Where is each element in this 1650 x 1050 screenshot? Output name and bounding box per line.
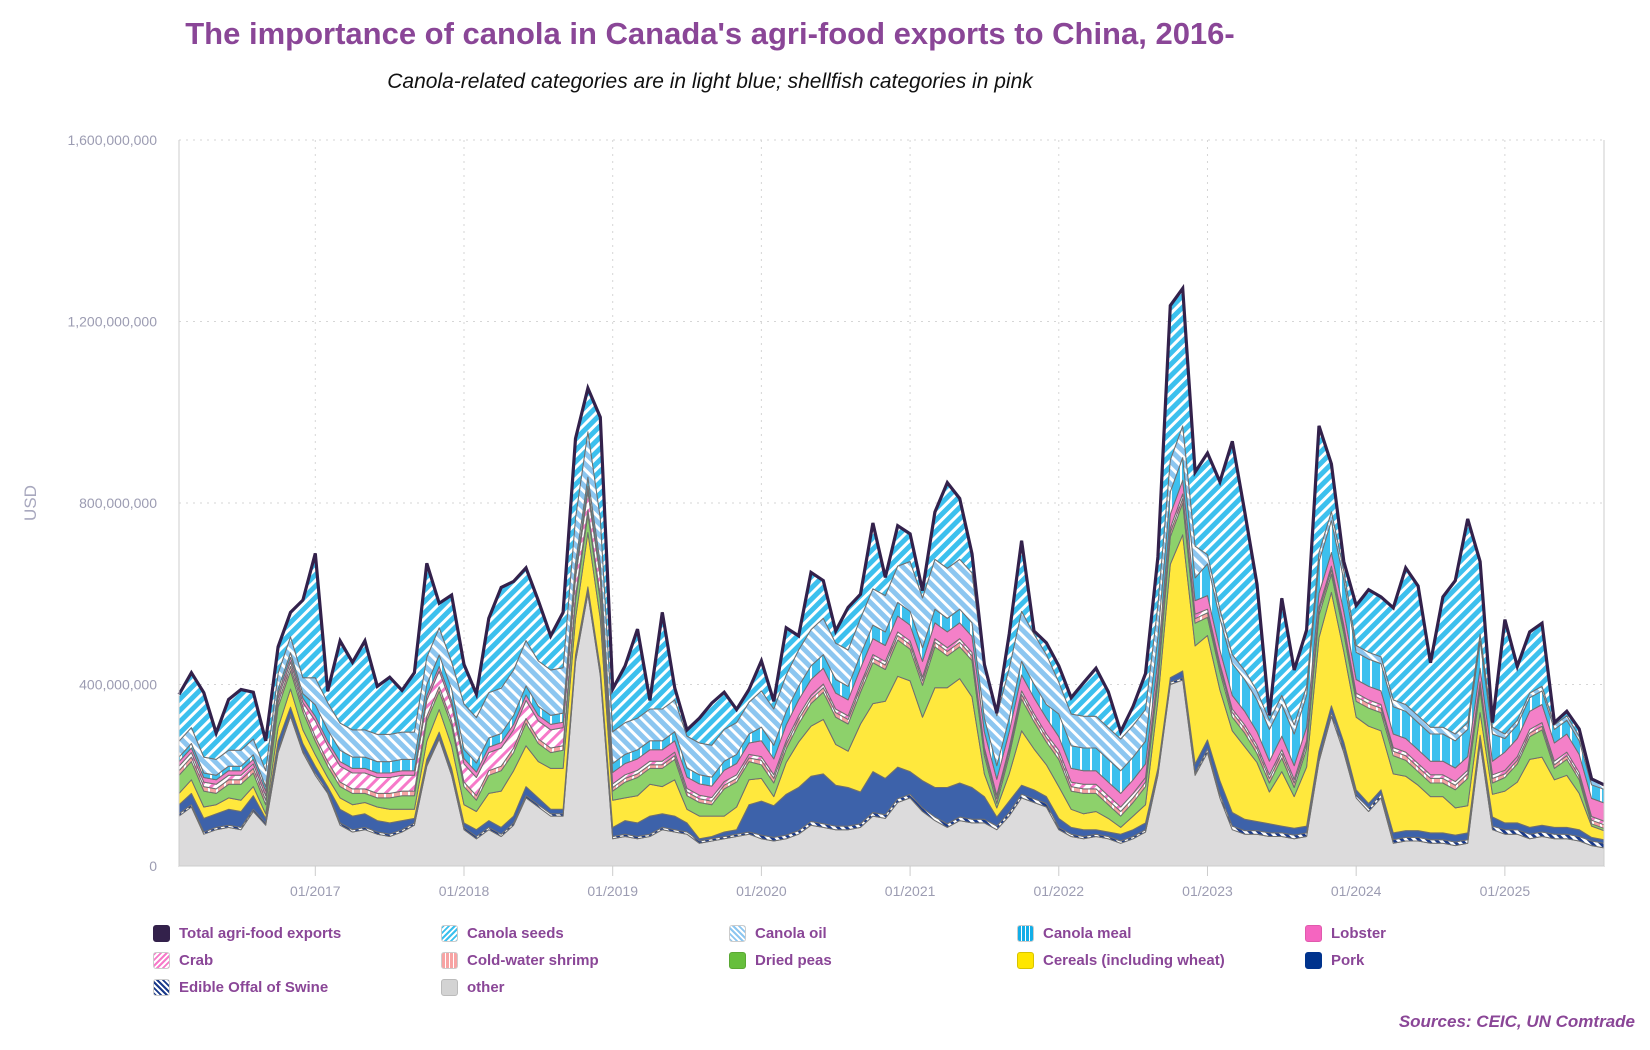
- y-tick-label: 0: [149, 858, 157, 874]
- legend-label: Canola oil: [755, 924, 827, 942]
- legend-label: Canola meal: [1043, 924, 1132, 942]
- legend-item-canola-meal[interactable]: Canola meal: [1017, 924, 1305, 942]
- legend-label: Crab: [179, 951, 214, 969]
- legend-label: Dried peas: [755, 951, 832, 969]
- x-tick-label: 01/2018: [439, 883, 490, 899]
- legend-swatch-lobster: [1305, 924, 1322, 942]
- legend-swatch-canola-meal: [1017, 924, 1034, 942]
- y-tick-label: 800,000,000: [79, 495, 157, 511]
- legend-swatch-shrimp: [441, 951, 458, 969]
- legend-swatch-crab: [153, 951, 170, 969]
- axes: 0 400,000,000 800,000,000 1,200,000,000 1,60…: [67, 132, 1605, 899]
- legend-swatch-offal: [153, 978, 170, 996]
- legend-item-lobster[interactable]: Lobster: [1305, 924, 1593, 942]
- legend-item-canola-seeds[interactable]: Canola seeds: [441, 924, 729, 942]
- legend-item-edible-offal[interactable]: Edible Offal of Swine: [153, 978, 441, 996]
- legend-label: Canola seeds: [467, 924, 564, 942]
- x-tick-label: 01/2023: [1182, 883, 1233, 899]
- x-tick-label: 01/2017: [290, 883, 341, 899]
- legend-swatch-dried-peas: [729, 951, 746, 969]
- gridlines: [179, 139, 1604, 866]
- chart-subtitle: Canola-related categories are in light b…: [387, 70, 1033, 93]
- legend-item-dried-peas[interactable]: Dried peas: [729, 951, 1017, 969]
- x-tick-label: 01/2022: [1033, 883, 1084, 899]
- legend-swatch-other: [441, 978, 458, 996]
- line-total-agri-food-exports: [177, 283, 1605, 787]
- source-note: Sources: CEIC, UN Comtrade: [1398, 1012, 1635, 1031]
- x-tick-label: 01/2025: [1480, 883, 1531, 899]
- legend-label: Lobster: [1331, 924, 1387, 942]
- legend-label: Cold-water shrimp: [467, 951, 599, 969]
- legend-label: Total agri-food exports: [179, 924, 342, 942]
- legend-swatch-pork: [1305, 951, 1322, 969]
- legend-swatch-canola-seeds: [441, 924, 458, 942]
- legend: Total agri-food exports Canola seeds Can…: [153, 924, 1593, 996]
- chart-title: The importance of canola in Canada's agr…: [185, 16, 1235, 51]
- legend-item-crab[interactable]: Crab: [153, 951, 441, 969]
- legend-label: Edible Offal of Swine: [179, 978, 329, 996]
- legend-item-other[interactable]: other: [441, 978, 729, 996]
- y-tick-label: 1,200,000,000: [67, 314, 157, 330]
- legend-swatch-total: [153, 924, 170, 942]
- y-axis-label: USD: [21, 485, 40, 521]
- x-tick-label: 01/2021: [885, 883, 936, 899]
- legend-item-canola-oil[interactable]: Canola oil: [729, 924, 1017, 942]
- legend-item-total[interactable]: Total agri-food exports: [153, 924, 441, 942]
- legend-label: other: [467, 978, 505, 996]
- x-tick-label: 01/2020: [736, 883, 787, 899]
- x-tick-label: 01/2019: [587, 883, 638, 899]
- legend-swatch-canola-oil: [729, 924, 746, 942]
- legend-item-cereals[interactable]: Cereals (including wheat): [1017, 951, 1305, 969]
- area-layers: [178, 287, 1605, 867]
- legend-item-cold-water-shrimp[interactable]: Cold-water shrimp: [441, 951, 729, 969]
- legend-label: Cereals (including wheat): [1043, 951, 1225, 969]
- legend-swatch-cereals: [1017, 951, 1034, 969]
- x-tick-label: 01/2024: [1331, 883, 1382, 899]
- y-tick-label: 1,600,000,000: [67, 132, 157, 148]
- y-tick-label: 400,000,000: [79, 677, 157, 693]
- total-line-layer: [177, 283, 1605, 787]
- legend-label: Pork: [1331, 951, 1365, 969]
- legend-item-pork[interactable]: Pork: [1305, 951, 1593, 969]
